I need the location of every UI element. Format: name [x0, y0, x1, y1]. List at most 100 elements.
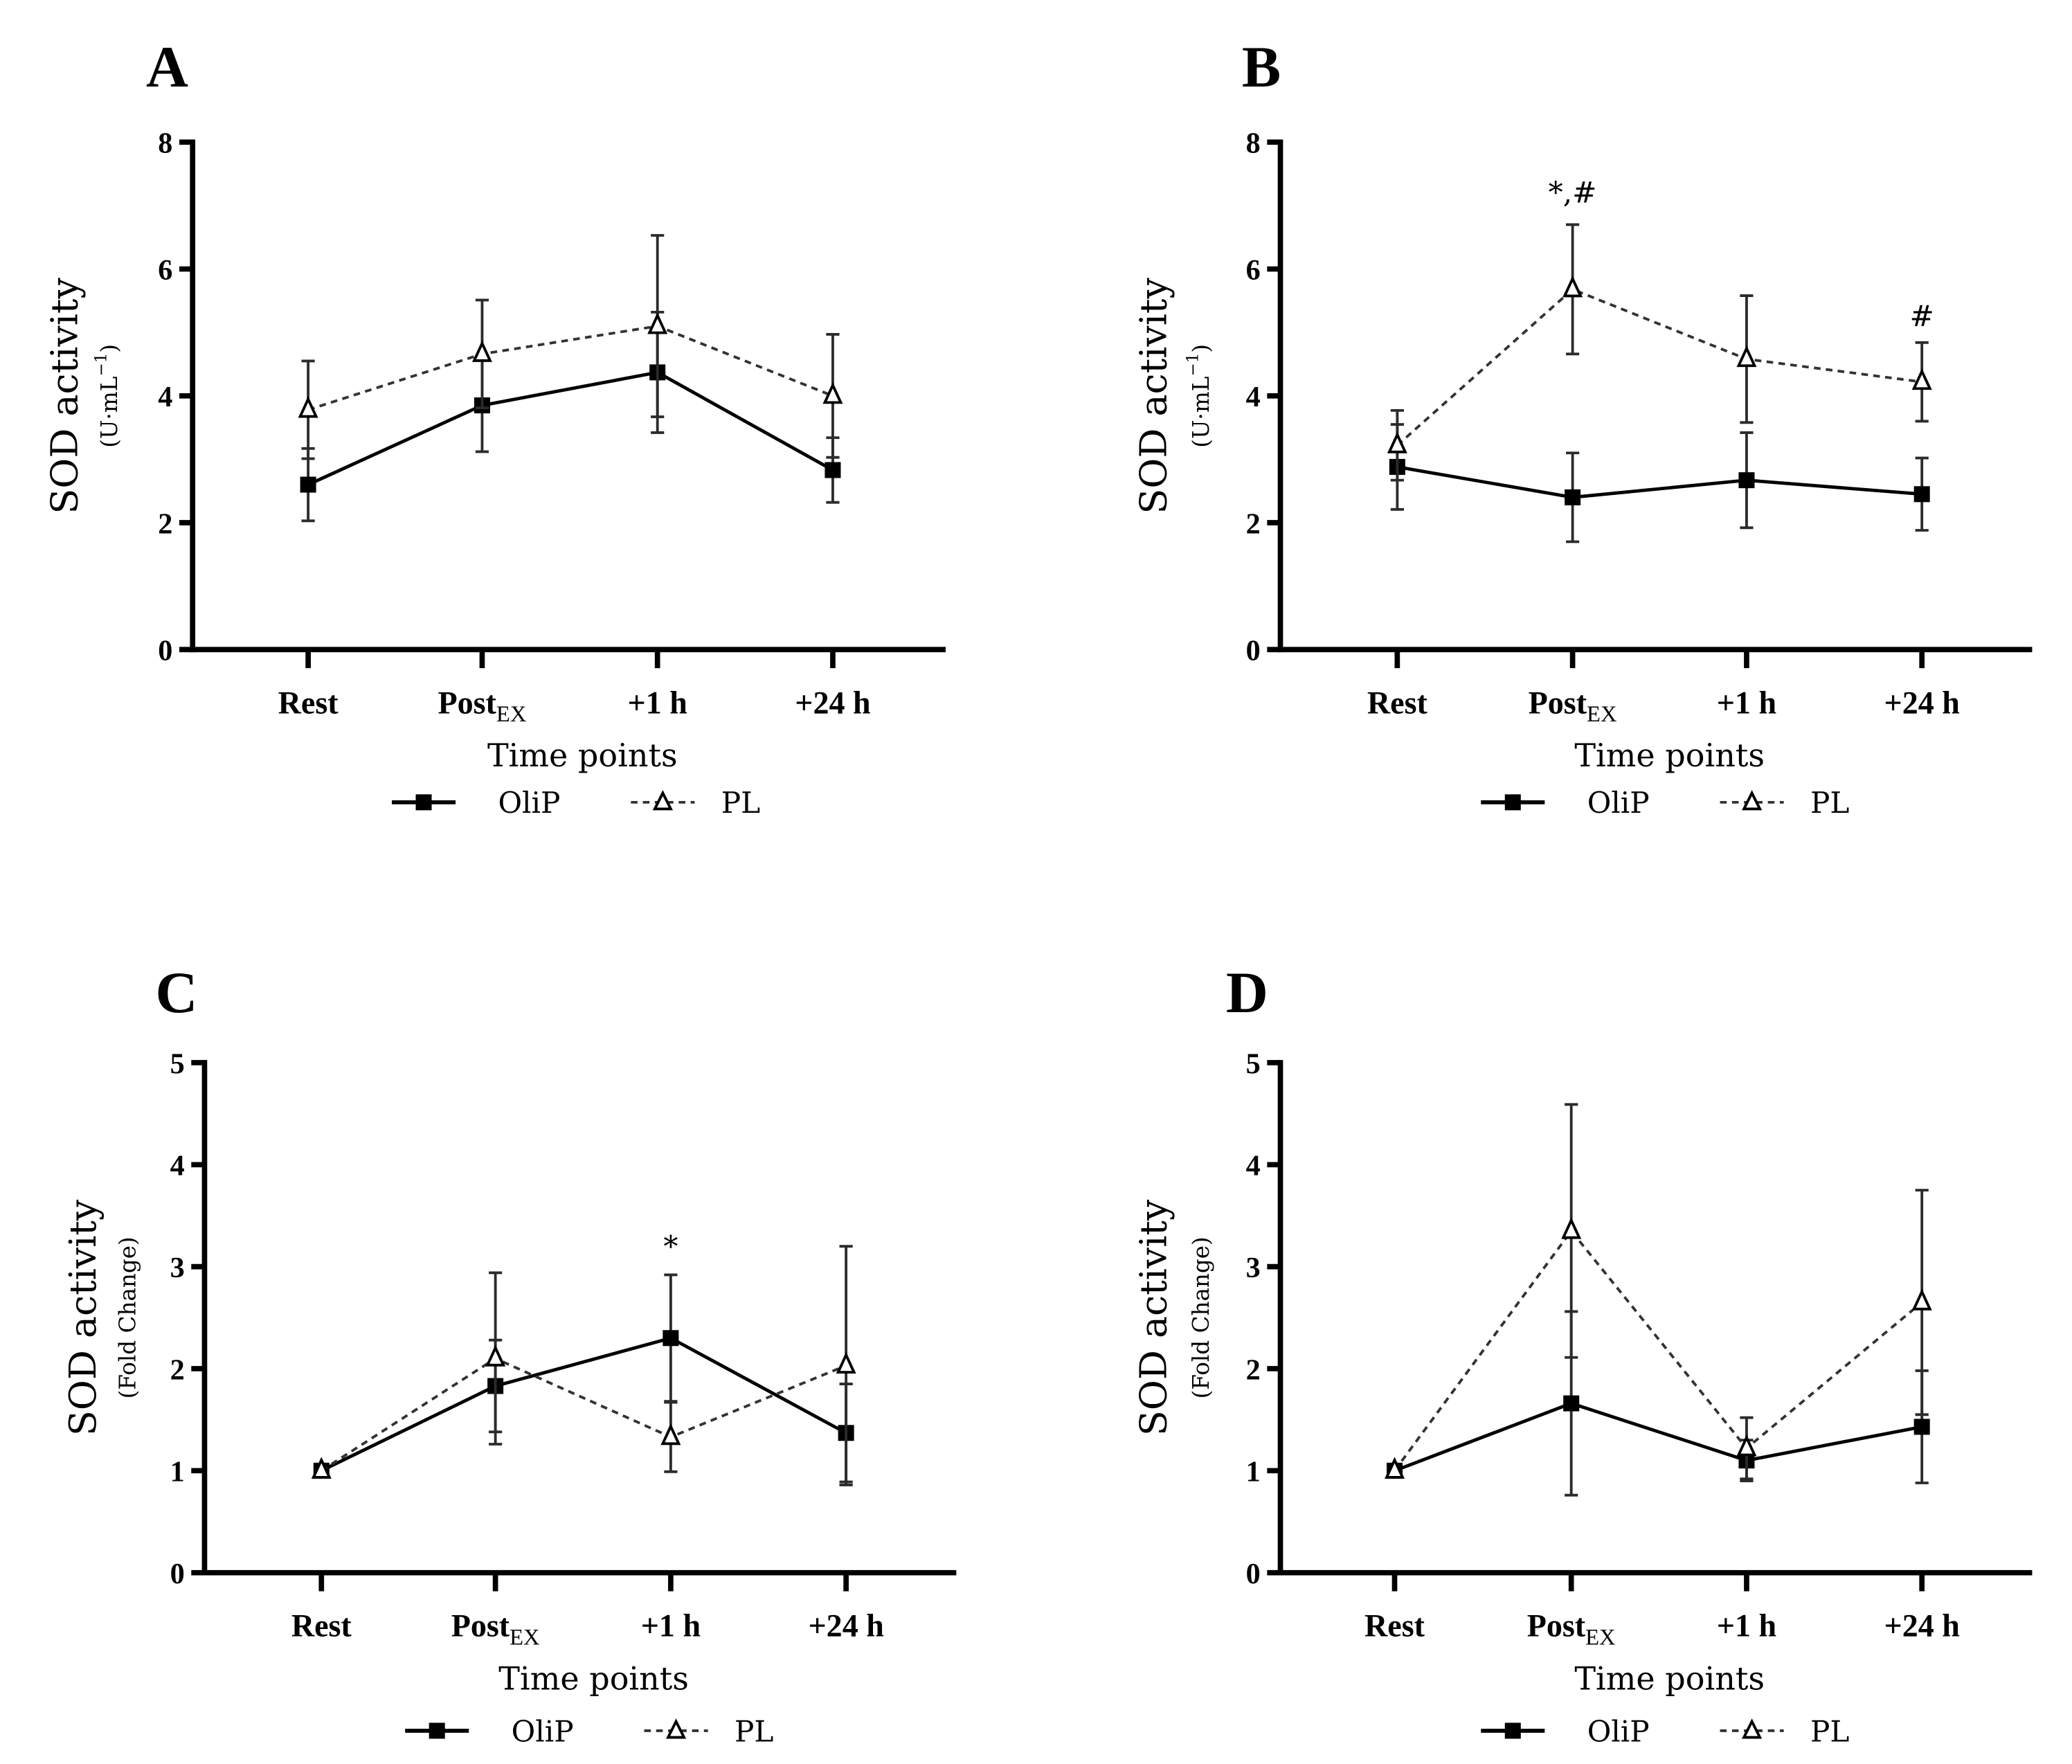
series-line: [321, 1336, 847, 1473]
x-tick-label-subscript: EX: [1585, 1625, 1615, 1650]
panel-letter: C: [155, 961, 197, 1025]
x-tick-label: +24 h: [1884, 685, 1960, 720]
y-axis-unit: (U·mL−1): [1184, 344, 1214, 448]
series-olip: [1389, 423, 1930, 543]
significance-annotation: *: [663, 1230, 678, 1263]
data-point-triangle: [1911, 1288, 1932, 1311]
series-pl: [298, 234, 843, 460]
data-point-square: [825, 462, 841, 478]
x-tick-label: PostEX: [1529, 685, 1617, 727]
y-axis-unit: (U·mL−1): [92, 344, 122, 448]
x-tick-label-main: +24 h: [808, 1608, 883, 1644]
legend-label: PL: [721, 786, 760, 820]
y-tick-label: 6: [158, 254, 172, 287]
series-pl: [1387, 223, 1932, 482]
series-olip: [313, 1273, 854, 1484]
x-tick-label-main: Rest: [1367, 685, 1428, 720]
significance-annotation: #: [1910, 299, 1934, 333]
series-line: [1393, 1228, 1923, 1472]
data-point-triangle: [1387, 431, 1407, 453]
x-tick-label: +24 h: [795, 685, 870, 720]
x-tick-label-main: +1 h: [1717, 685, 1776, 720]
legend-marker-triangle: [1742, 790, 1763, 811]
y-tick-label: 4: [158, 381, 172, 413]
legend: OliP PL: [405, 1714, 773, 1748]
data-point-triangle: [836, 1351, 856, 1374]
data-point-triangle: [1561, 1217, 1582, 1239]
y-tick-label: 2: [1246, 1353, 1261, 1386]
x-tick-label-main: +24 h: [1884, 1608, 1960, 1644]
data-point-triangle: [822, 381, 843, 404]
data-point-triangle: [1562, 275, 1583, 298]
y-tick-label: 0: [158, 635, 172, 667]
y-tick-label: 2: [170, 1353, 185, 1386]
x-tick-label-subscript: EX: [496, 702, 526, 727]
panel-letter: A: [146, 35, 188, 100]
legend-label: OliP: [498, 786, 560, 820]
data-point-triangle: [485, 1344, 506, 1367]
y-tick-label: 4: [1246, 381, 1261, 413]
x-tick-label-main: +1 h: [641, 1608, 701, 1644]
y-axis-title: SOD activity: [1132, 1199, 1175, 1436]
x-axis-title: Time points: [1574, 737, 1765, 774]
panel-a: A 0 2 4 6 8 Rest PostEX +1 h +24 h Time points SOD …: [42, 35, 946, 820]
x-tick-label: PostEX: [451, 1608, 540, 1650]
x-tick-label-main: +24 h: [795, 685, 870, 720]
series-olip: [300, 310, 841, 523]
x-tick-label: Rest: [278, 685, 339, 720]
y-tick-label: 5: [170, 1047, 185, 1080]
panel-d: D 0 1 2 3 4 5 Rest PostEX +1 h +24 h Time points SOD…: [1132, 961, 2033, 1748]
x-axis-title: Time points: [1574, 1660, 1765, 1698]
x-tick-label: Rest: [291, 1608, 352, 1644]
data-point-triangle: [1385, 1457, 1405, 1479]
data-point-triangle: [647, 312, 668, 334]
x-tick-label-subscript: EX: [510, 1625, 539, 1650]
panel-letter: B: [1242, 35, 1281, 100]
y-tick-label: 6: [1246, 254, 1261, 287]
x-tick-label: PostEX: [438, 685, 527, 727]
y-tick-label: 1: [170, 1456, 185, 1488]
series-line: [307, 325, 834, 411]
y-tick-label: 5: [1246, 1047, 1261, 1080]
legend-marker-triangle: [665, 1718, 687, 1739]
x-tick-label: +24 h: [1884, 1608, 1960, 1644]
legend-marker-triangle: [1742, 1718, 1763, 1739]
x-tick-label: PostEX: [1527, 1608, 1616, 1650]
legend: OliP PL: [391, 786, 760, 820]
y-axis-unit-text: (Fold Change): [1188, 1236, 1214, 1398]
legend-label: PL: [1810, 786, 1849, 820]
data-point-square: [1563, 1395, 1580, 1412]
significance-annotation: *,#: [1549, 175, 1597, 209]
legend-marker-square: [429, 1722, 445, 1739]
y-axis-title: SOD activity: [42, 277, 86, 514]
x-tick-label-main: Rest: [291, 1608, 352, 1644]
series-line: [1396, 287, 1922, 447]
x-tick-label: +1 h: [628, 685, 687, 720]
data-point-triangle: [1736, 1434, 1757, 1457]
x-tick-label: Rest: [1367, 685, 1428, 720]
x-tick-label: +24 h: [808, 1608, 883, 1644]
data-point-square: [300, 476, 316, 493]
series-line: [307, 370, 834, 487]
data-point-triangle: [1736, 345, 1757, 368]
x-tick-label-main: +1 h: [1717, 1608, 1776, 1644]
data-point-triangle: [1911, 368, 1932, 390]
data-point-triangle: [298, 396, 318, 418]
x-tick-label-main: +1 h: [628, 685, 687, 720]
y-tick-label: 2: [158, 507, 172, 540]
series-line: [1396, 465, 1922, 499]
y-tick-label: 0: [1246, 1558, 1261, 1590]
y-axis-unit: (Fold Change): [1188, 1236, 1214, 1398]
y-tick-label: 4: [1246, 1150, 1261, 1182]
panel-c: C 0 1 2 3 4 5 Rest PostEX +1 h +24 h Time points SOD…: [61, 961, 957, 1748]
y-axis-unit: (Fold Change): [115, 1236, 141, 1398]
y-axis-unit-close-paren: ): [96, 344, 123, 353]
y-axis-unit-text: (U·mL: [96, 377, 123, 448]
y-axis-unit-close-paren: ): [1188, 344, 1214, 353]
y-tick-label: 3: [170, 1252, 185, 1284]
legend-label: PL: [735, 1714, 773, 1748]
y-tick-label: 8: [158, 127, 172, 160]
series-line: [321, 1357, 847, 1472]
x-tick-label: +1 h: [641, 1608, 701, 1644]
